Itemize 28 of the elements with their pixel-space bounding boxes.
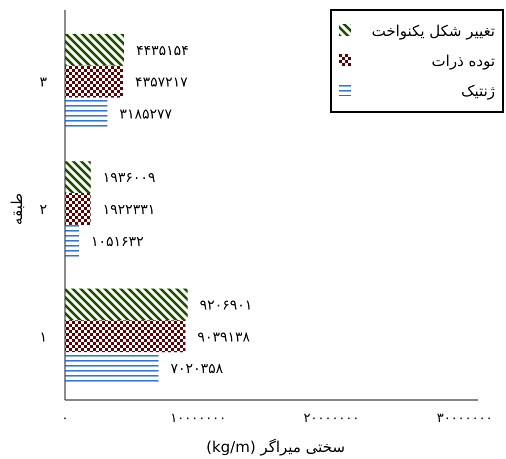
text: ژنتیک — [461, 82, 495, 100]
bar — [65, 193, 91, 225]
y-axis-title: طبقه — [8, 192, 26, 226]
x-tick-label: ۱۰۰۰۰۰۰۰ — [170, 411, 226, 426]
data-label: ۱۹۲۲۳۳۱ — [102, 202, 156, 218]
bar — [65, 34, 124, 66]
y-tick-label: ۲ — [39, 202, 47, 218]
x-tick-label: ۰ — [62, 411, 68, 426]
x-tick-label: ۳۰۰۰۰۰۰۰ — [436, 411, 493, 426]
data-label: ۷۰۲۰۳۵۸ — [170, 361, 224, 378]
x-axis-title: سختی میراگر (kg/m) — [206, 438, 345, 456]
bar — [65, 224, 80, 257]
data-label: ۱۹۳۶۰۰۹ — [102, 170, 156, 186]
bar — [65, 161, 91, 194]
y-tick-label: ۱ — [39, 329, 47, 346]
x-tick-label: ۲۰۰۰۰۰۰۰ — [304, 411, 360, 426]
data-label: ۳۱۸۵۲۷۷ — [119, 106, 173, 122]
data-label: ۴۴۳۵۱۵۴ — [136, 42, 189, 59]
legend-label: تغییر شکل یکنواخت — [372, 22, 495, 40]
text: توده ذرات — [432, 52, 495, 70]
data-label: ۱۰۵۱۶۳۲ — [91, 234, 144, 250]
data-label: ۹۰۳۹۱۳۸ — [197, 329, 251, 346]
y-tick-label: ۳ — [39, 74, 48, 91]
bar — [65, 66, 124, 98]
bar — [65, 288, 188, 320]
data-label: ۴۳۵۷۲۱۷ — [135, 74, 188, 91]
bar — [65, 320, 186, 352]
data-label: ۹۲۰۶۹۰۱ — [200, 298, 252, 314]
